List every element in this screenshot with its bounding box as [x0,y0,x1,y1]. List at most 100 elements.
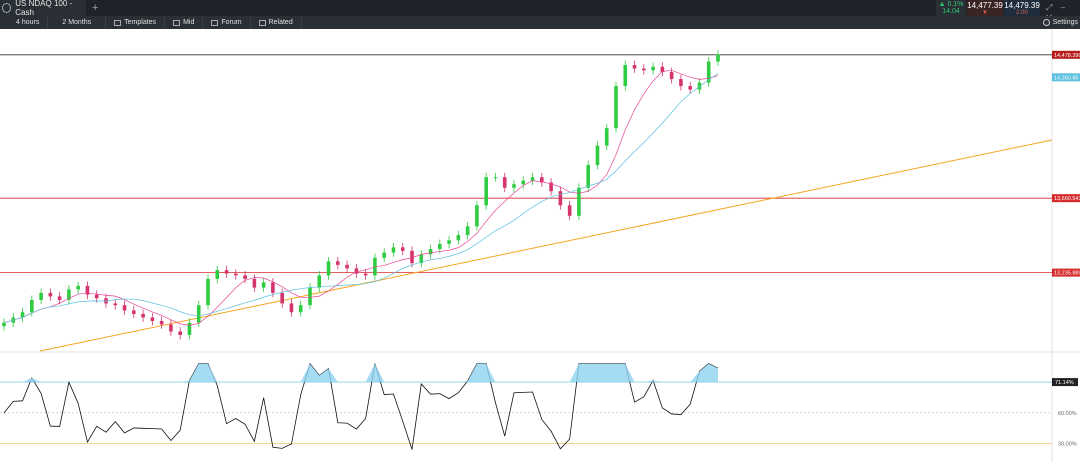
candle-body [113,303,118,306]
timeframe-button[interactable]: 4 hours [0,16,49,29]
candle-body [354,268,359,274]
add-tab-icon[interactable]: + [92,2,99,14]
forum-button[interactable]: Forum [203,16,251,29]
settings-button[interactable]: Settings [1042,16,1078,29]
candle-body [308,287,312,306]
candle-body [141,313,145,318]
candle-body [688,86,692,90]
rsi-tick-label: 30.00% [1058,442,1077,448]
candle-body [159,320,164,325]
candle-body [132,310,136,314]
candle-body [660,66,665,73]
candle-body [234,273,238,276]
range-label: 2 Months [62,19,92,26]
candle-body [410,250,414,264]
candle-body [298,305,303,313]
candle-body [85,285,90,295]
level-tag-mid-bg [1052,194,1080,203]
timeframe-label: 4 hours [16,19,40,26]
ma-tag-bg [1052,73,1080,82]
candle-body [122,305,127,311]
change-value: 14.04 [942,8,960,15]
candle-body [336,261,340,265]
candle-body [651,66,655,71]
mid-button[interactable]: Mid [165,16,204,29]
candle-body [577,187,581,216]
related-icon [258,19,266,26]
candle-body [642,68,646,71]
forum-label: Forum [221,19,242,26]
instrument-tab[interactable]: US NDAQ 100 - Cash [0,0,86,17]
candle-body [224,270,229,274]
candle-body [196,305,201,323]
candle-body [428,249,433,255]
candle-body [632,65,637,69]
level-tag-low-bg [1052,268,1080,277]
price-chart[interactable]: 17 Apr1 May15 May29 May11 Jun 14,100.000… [0,29,1080,462]
candle-body [2,322,6,327]
candle-body [271,282,275,293]
candle-body [669,72,674,80]
candle-body [280,292,284,304]
candle-body [438,243,442,250]
moving-average-slow [3,73,719,324]
candle-body [521,180,526,185]
candle-body [447,240,451,244]
candle-body [604,128,609,146]
candle-body [150,317,155,321]
candle-body [261,282,266,288]
current-price-tag-bg [1052,50,1080,59]
top-bar: US NDAQ 100 - Cash + ▲ 0.1% 14.04 14,477… [0,0,1080,22]
candle-body [39,292,43,300]
mid-label: Mid [183,19,195,26]
candle-body [679,79,683,87]
candle-body [614,86,618,129]
buy-button[interactable]: 14,479.39 2.00 [1004,0,1040,16]
candle-body [363,273,368,276]
candle-body [187,322,192,335]
candle-body [419,254,424,264]
candle-body [20,312,25,318]
candle-body [706,61,711,83]
candle-body [30,299,34,313]
instrument-title: US NDAQ 100 - Cash [15,0,73,17]
candle-body [549,182,553,192]
candle-body [475,205,479,227]
change-pct: ▲ 0.1% [938,1,964,8]
range-button[interactable]: 2 Months [48,16,107,29]
spread-value: 2.00 [1016,9,1028,16]
candle-body [345,264,349,269]
candle-body [623,65,628,87]
candle-body [48,292,53,297]
sell-price: 14,477.39 [967,0,1003,10]
mid-icon [173,19,181,26]
ma-tag: 14,350.85 [1054,75,1078,81]
buy-price: 14,479.39 [1004,0,1040,10]
current-price-tag: 14,478.390 [1054,53,1080,59]
instrument-icon [2,3,12,13]
templates-button[interactable]: Templates [106,16,166,29]
candle-body [215,270,220,279]
candle-body [530,177,535,181]
candle-body [697,82,702,90]
templates-label: Templates [124,19,157,26]
candle-body [57,296,62,300]
candle-body [502,177,507,188]
forum-icon [211,19,219,26]
rsi-overbought-fill [4,363,718,383]
change-box: ▲ 0.1% 14.04 [936,0,966,16]
related-button[interactable]: Related [251,16,302,29]
related-label: Related [268,19,293,26]
chart-toolbar: 4 hours 2 Months Templates Mid Forum Rel… [0,16,1080,29]
level-tag-low: 13,235.889 [1054,271,1080,277]
candle-body [484,177,488,206]
candle-body [716,54,720,62]
candle-body [326,261,331,276]
candle-body [67,289,71,300]
candle-body [94,294,99,299]
plot-area: 14,478.390 13,660.543 13,235.889 14,350.85 [0,29,1080,462]
sell-button[interactable]: 14,477.39 ▼ [967,0,1003,16]
templates-icon [114,19,122,26]
candle-body [206,278,210,306]
chart-background [0,29,1080,462]
